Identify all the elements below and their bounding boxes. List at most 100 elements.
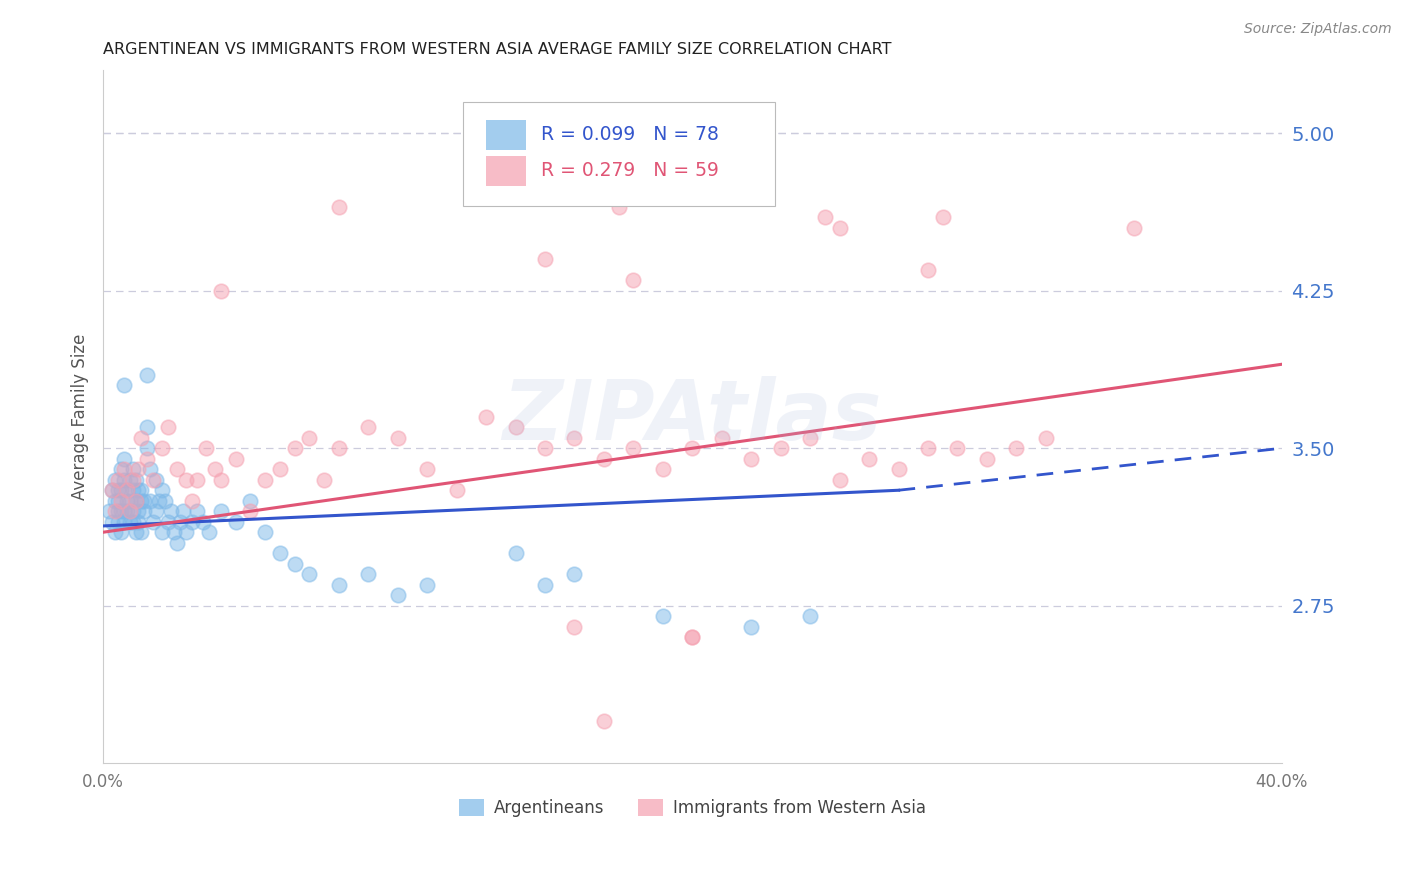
Point: [946, 442, 969, 456]
Point: [284, 557, 307, 571]
Point: [107, 504, 129, 518]
Point: [651, 462, 673, 476]
Point: [101, 515, 124, 529]
Y-axis label: Average Family Size: Average Family Size: [72, 334, 89, 500]
Point: [180, 515, 202, 529]
Point: [209, 504, 232, 518]
Point: [593, 714, 616, 728]
Point: [799, 431, 821, 445]
Point: [115, 493, 138, 508]
Point: [446, 483, 468, 498]
Point: [564, 567, 586, 582]
Text: R = 0.279   N = 59: R = 0.279 N = 59: [541, 161, 720, 180]
Point: [195, 442, 218, 456]
Point: [225, 515, 247, 529]
Point: [134, 493, 156, 508]
Point: [131, 493, 153, 508]
Point: [564, 431, 586, 445]
Point: [312, 473, 335, 487]
Point: [828, 220, 851, 235]
Point: [1035, 431, 1057, 445]
Point: [681, 442, 703, 456]
Point: [139, 462, 162, 476]
Point: [328, 200, 350, 214]
Point: [186, 504, 208, 518]
Point: [127, 504, 149, 518]
Text: ZIPAtlas: ZIPAtlas: [503, 376, 882, 458]
Point: [107, 483, 129, 498]
Point: [917, 442, 939, 456]
Point: [107, 473, 129, 487]
Text: ARGENTINEAN VS IMMIGRANTS FROM WESTERN ASIA AVERAGE FAMILY SIZE CORRELATION CHAR: ARGENTINEAN VS IMMIGRANTS FROM WESTERN A…: [103, 42, 891, 57]
Point: [156, 420, 179, 434]
Point: [148, 493, 170, 508]
Point: [131, 483, 153, 498]
Point: [98, 504, 121, 518]
Point: [112, 462, 135, 476]
Point: [607, 200, 630, 214]
Point: [153, 493, 176, 508]
Point: [163, 525, 186, 540]
Point: [110, 493, 132, 508]
Point: [269, 546, 291, 560]
Point: [710, 431, 733, 445]
Point: [769, 442, 792, 456]
Legend: Argentineans, Immigrants from Western Asia: Argentineans, Immigrants from Western As…: [453, 793, 932, 824]
Point: [204, 462, 226, 476]
Point: [534, 577, 557, 591]
Point: [254, 473, 277, 487]
Point: [174, 473, 197, 487]
Point: [121, 515, 143, 529]
Point: [134, 504, 156, 518]
Point: [623, 273, 645, 287]
Point: [136, 420, 159, 434]
Point: [136, 442, 159, 456]
Point: [740, 451, 762, 466]
Point: [121, 462, 143, 476]
Point: [110, 483, 132, 498]
Point: [118, 515, 141, 529]
Point: [740, 620, 762, 634]
Point: [166, 535, 188, 549]
FancyBboxPatch shape: [486, 155, 526, 186]
Point: [681, 630, 703, 644]
Point: [917, 263, 939, 277]
Point: [225, 451, 247, 466]
Point: [112, 451, 135, 466]
Point: [131, 525, 153, 540]
Point: [534, 442, 557, 456]
Point: [387, 588, 409, 602]
Point: [623, 442, 645, 456]
Point: [209, 284, 232, 298]
Point: [104, 473, 127, 487]
Point: [110, 462, 132, 476]
Point: [169, 515, 191, 529]
Point: [127, 515, 149, 529]
Point: [475, 409, 498, 424]
Point: [142, 473, 165, 487]
Point: [118, 473, 141, 487]
Point: [115, 483, 138, 498]
Point: [136, 451, 159, 466]
Point: [298, 567, 321, 582]
Point: [209, 473, 232, 487]
Point: [651, 609, 673, 624]
Point: [976, 451, 998, 466]
Point: [887, 462, 910, 476]
Point: [172, 504, 194, 518]
Point: [115, 504, 138, 518]
Point: [124, 493, 146, 508]
Point: [127, 462, 149, 476]
Point: [107, 515, 129, 529]
Point: [118, 504, 141, 518]
Point: [198, 525, 221, 540]
Point: [112, 378, 135, 392]
Point: [681, 630, 703, 644]
Point: [110, 504, 132, 518]
Point: [107, 493, 129, 508]
Point: [131, 431, 153, 445]
Point: [121, 473, 143, 487]
Point: [1005, 442, 1028, 456]
Point: [124, 493, 146, 508]
Point: [104, 525, 127, 540]
